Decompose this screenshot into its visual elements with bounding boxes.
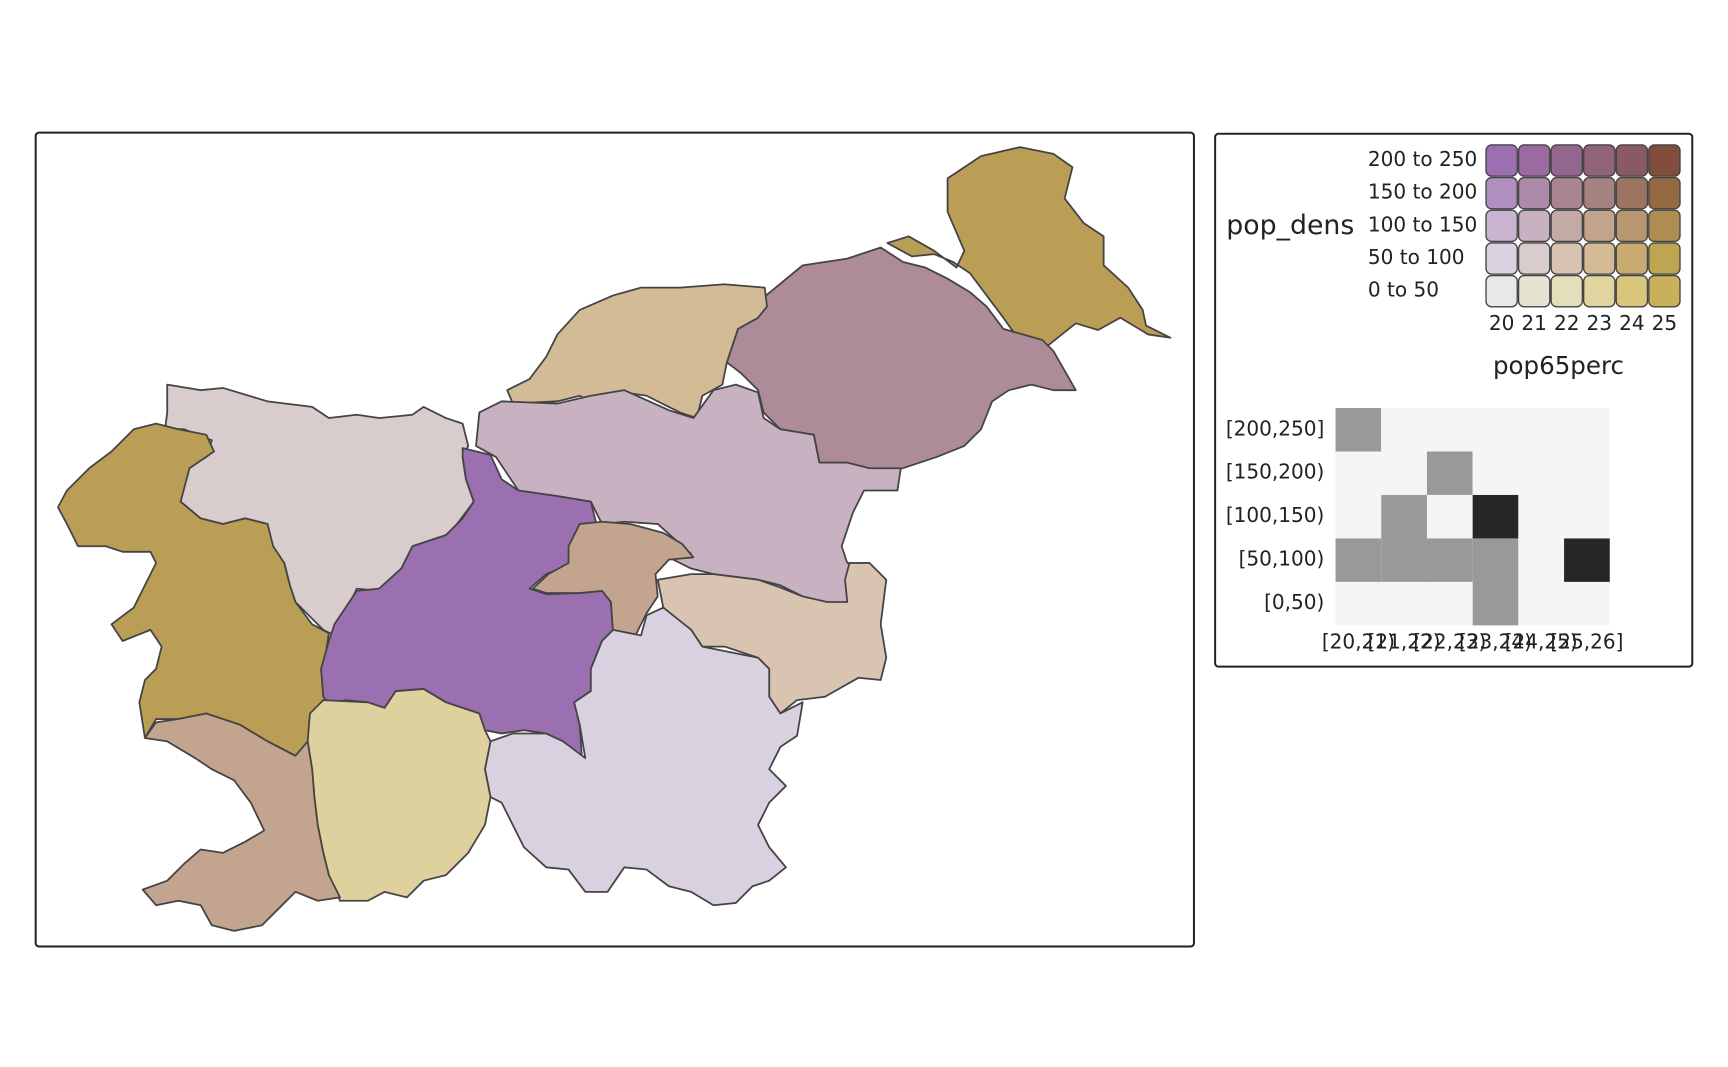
map	[57, 146, 1172, 932]
heatmap-cell	[1381, 408, 1427, 452]
legend-swatch	[1583, 209, 1616, 243]
heatmap-cell	[1518, 538, 1565, 582]
legend-swatch	[1485, 144, 1518, 177]
legend-swatch	[1517, 144, 1551, 177]
region	[506, 283, 768, 419]
region	[475, 383, 902, 609]
region	[484, 606, 804, 907]
legend-swatch	[1517, 176, 1551, 210]
legend-swatch	[1485, 242, 1518, 275]
heatmap-cell	[1472, 581, 1519, 626]
legend-swatch	[1615, 242, 1649, 275]
legend-swatch	[1517, 242, 1551, 275]
heatmap-x-label: [20,21)	[1322, 630, 1395, 654]
heatmap-cell	[1518, 494, 1565, 539]
heatmap-y-label: [0,50)	[1264, 590, 1324, 614]
heatmap-cell	[1335, 538, 1382, 582]
heatmap-cell	[1472, 451, 1519, 495]
heatmap-cell	[1564, 408, 1610, 452]
heatmap-x-label: [22,23)	[1413, 630, 1486, 654]
legend-swatch	[1550, 274, 1584, 308]
legend-swatch	[1583, 176, 1616, 210]
heatmap-x-label: [25,26]	[1550, 630, 1623, 654]
legend-swatch	[1485, 274, 1518, 308]
legend-swatch	[1583, 144, 1616, 177]
heatmap-x-label: [24,25)	[1505, 630, 1578, 654]
legend-swatch	[1615, 176, 1649, 210]
heatmap-cell	[1564, 494, 1610, 539]
legend-swatch	[1648, 176, 1681, 210]
heatmap-cell	[1426, 538, 1473, 582]
legend-column-label: 25	[1652, 311, 1678, 335]
legend-column-label: 24	[1619, 311, 1645, 335]
heatmap-cell	[1381, 451, 1427, 495]
legend-column-label: 22	[1554, 311, 1580, 335]
legend-swatch	[1615, 209, 1649, 243]
heatmap-cell	[1335, 451, 1382, 495]
heatmap-cell	[1518, 408, 1565, 452]
legend-swatch	[1485, 209, 1518, 243]
heatmap-cell	[1472, 494, 1519, 539]
heatmap-x-label: [23,24)	[1459, 630, 1532, 654]
heatmap-y-label: [150,200)	[1226, 460, 1325, 484]
legend-swatch	[1648, 144, 1681, 177]
heatmap-cell	[1426, 581, 1473, 626]
heatmap-y-label: [50,100)	[1239, 547, 1325, 571]
legend-column-label: 23	[1587, 311, 1613, 335]
heatmap-y-label: [200,250]	[1226, 416, 1325, 440]
heatmap-x-label: [21,22)	[1368, 630, 1441, 654]
heatmap-cell	[1472, 408, 1519, 452]
heatmap-cell	[1381, 581, 1427, 626]
legend-swatch	[1583, 274, 1616, 308]
legend-column-label: 20	[1489, 311, 1515, 335]
legend-title: pop_dens	[1226, 210, 1354, 241]
legend-swatch	[1550, 242, 1584, 275]
heatmap-cell	[1564, 538, 1610, 582]
legend-swatch	[1550, 176, 1584, 210]
region	[656, 562, 888, 715]
heatmap-cell	[1518, 581, 1565, 626]
region	[886, 146, 1172, 347]
legend-row-label: 200 to 250	[1368, 147, 1477, 171]
heatmap-cell	[1335, 494, 1382, 539]
legend-row-label: 0 to 50	[1368, 278, 1439, 302]
legend-swatch	[1615, 144, 1649, 177]
legend-swatch	[1648, 274, 1681, 308]
heatmap-cell	[1518, 451, 1565, 495]
legend-swatch	[1517, 209, 1551, 243]
legend-swatch	[1550, 144, 1584, 177]
heatmap-cell	[1381, 538, 1427, 582]
legend-row-label: 50 to 100	[1368, 245, 1465, 269]
legend-swatch	[1583, 242, 1616, 275]
legend-swatch	[1648, 242, 1681, 275]
legend-x-title: pop65perc	[1493, 351, 1624, 380]
heatmap-cell	[1472, 538, 1519, 582]
heatmap-cell	[1426, 494, 1473, 539]
heatmap-cell	[1381, 494, 1427, 539]
legend-swatch	[1615, 274, 1649, 308]
heatmap-cell	[1564, 581, 1610, 626]
heatmap-cell	[1335, 408, 1382, 452]
legend-swatch	[1648, 209, 1681, 243]
heatmap-cell	[1426, 408, 1473, 452]
legend-swatch	[1550, 209, 1584, 243]
heatmap-cell	[1426, 451, 1473, 495]
heatmap-cell	[1564, 451, 1610, 495]
legend-column-label: 21	[1521, 311, 1547, 335]
legend-swatch	[1485, 176, 1518, 210]
legend-row-label: 150 to 200	[1368, 180, 1477, 204]
region	[141, 712, 341, 932]
heatmap-y-label: [100,150)	[1226, 503, 1325, 527]
heatmap-cell	[1335, 581, 1382, 626]
legend-swatch	[1517, 274, 1551, 308]
legend-row-label: 100 to 150	[1368, 212, 1477, 236]
